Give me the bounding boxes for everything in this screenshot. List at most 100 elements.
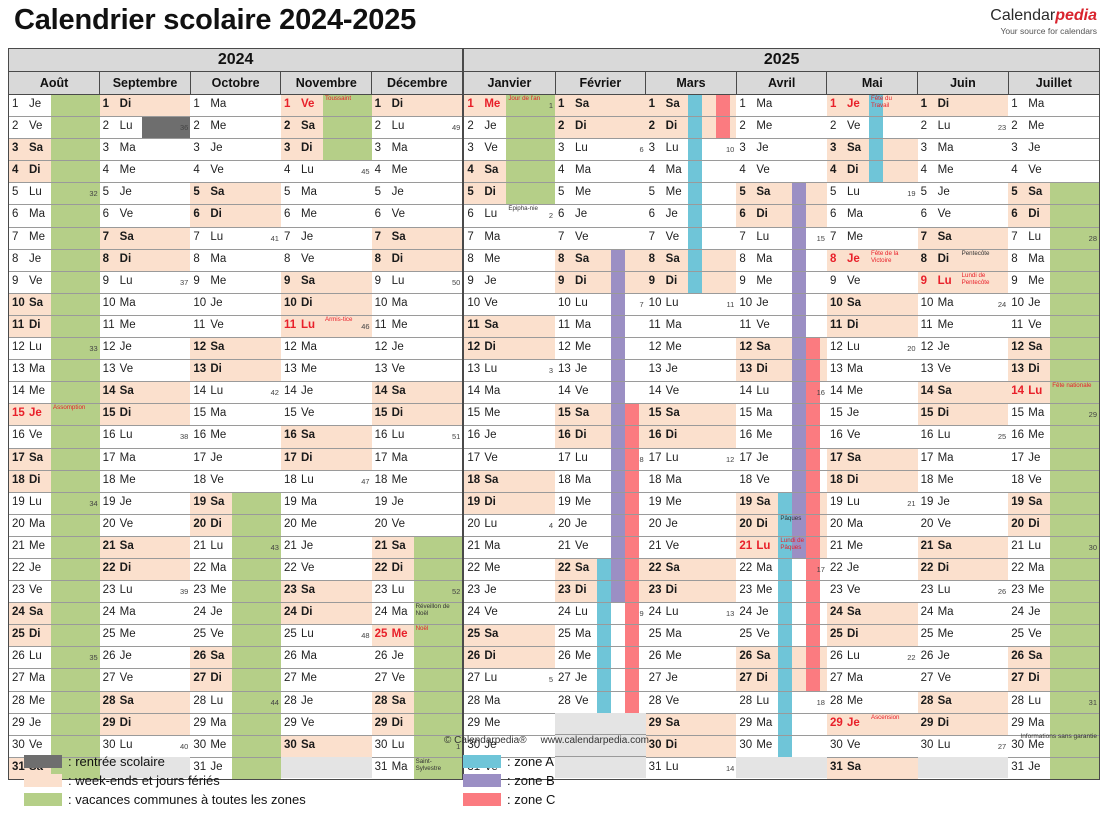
day-cell[interactable]: 24 Sa bbox=[9, 602, 100, 626]
day-cell[interactable]: 26 Me bbox=[555, 646, 646, 670]
day-cell[interactable]: 3 Lu 10 bbox=[645, 138, 737, 162]
day-cell[interactable]: 20 Lu 4 bbox=[464, 514, 556, 537]
day-cell[interactable]: 11 Lu Armis-tice 46 bbox=[280, 315, 372, 339]
day-cell[interactable]: 5 Lu 32 bbox=[9, 182, 100, 206]
day-cell[interactable]: 20 Ve bbox=[99, 514, 191, 537]
day-cell[interactable]: 9 Sa bbox=[280, 271, 372, 294]
day-cell[interactable]: 18 Di bbox=[9, 470, 100, 493]
day-cell[interactable]: 8 Di bbox=[371, 249, 463, 272]
day-cell[interactable]: 30 Lu 1 bbox=[371, 735, 463, 758]
day-cell[interactable]: 14 Ve bbox=[555, 381, 646, 405]
day-cell[interactable]: 13 Me bbox=[280, 359, 372, 383]
day-cell[interactable]: 22 Je bbox=[9, 558, 100, 582]
day-cell[interactable]: 29 Sa bbox=[645, 713, 737, 736]
day-cell[interactable]: 7 Me bbox=[826, 227, 918, 250]
day-cell[interactable]: 13 Di bbox=[1008, 359, 1099, 383]
day-cell[interactable]: 26 Lu 35 bbox=[9, 646, 100, 670]
day-cell[interactable]: 23 Di bbox=[645, 580, 737, 604]
day-cell[interactable]: 7 Me bbox=[9, 227, 100, 250]
day-cell[interactable]: 30 Je bbox=[464, 735, 556, 758]
day-cell[interactable]: 21 Ve bbox=[645, 536, 737, 559]
day-cell[interactable]: 12 Di bbox=[464, 337, 556, 361]
day-cell[interactable]: 10 Je bbox=[736, 293, 827, 316]
day-cell[interactable]: 2 Me bbox=[1008, 116, 1099, 140]
day-cell[interactable]: 17 Sa bbox=[9, 448, 100, 471]
day-cell[interactable]: 31 Je bbox=[1008, 757, 1099, 779]
day-cell[interactable]: 23 Lu 26 bbox=[917, 580, 1009, 604]
day-cell[interactable]: 26 Je bbox=[99, 646, 191, 670]
day-cell[interactable]: 5 Me bbox=[555, 182, 646, 206]
day-cell[interactable]: 2 Lu 36 bbox=[99, 116, 191, 140]
day-cell[interactable]: 3 Di bbox=[280, 138, 372, 162]
day-cell[interactable]: 30 Lu 27 bbox=[918, 735, 1009, 757]
day-cell[interactable]: 15 Je Assomption bbox=[9, 403, 100, 427]
day-cell[interactable]: 14 Sa bbox=[371, 381, 463, 405]
day-cell[interactable]: 12 Lu 20 bbox=[826, 337, 918, 361]
day-cell[interactable]: 5 Je bbox=[371, 182, 463, 206]
day-cell[interactable]: 8 Di bbox=[99, 249, 191, 272]
day-cell[interactable]: 24 Lu 13 bbox=[645, 602, 737, 626]
day-cell[interactable]: 20 Di Pâques bbox=[736, 514, 827, 537]
day-cell[interactable]: 25 Di bbox=[826, 624, 918, 648]
day-cell[interactable]: 17 Sa bbox=[826, 448, 918, 471]
day-cell[interactable]: 16 Di bbox=[555, 425, 646, 449]
day-cell[interactable]: 20 Di bbox=[1008, 514, 1099, 537]
day-cell[interactable]: 1 Di bbox=[917, 95, 1009, 118]
day-cell[interactable]: 9 Di bbox=[555, 271, 646, 294]
day-cell[interactable]: 23 Sa bbox=[280, 580, 372, 604]
day-cell[interactable]: 10 Je bbox=[190, 293, 281, 316]
day-cell[interactable]: 24 Ma Réveillon de Noël bbox=[371, 602, 463, 626]
day-cell[interactable]: 30 Lu 40 bbox=[100, 735, 191, 757]
day-cell[interactable]: 18 Lu 47 bbox=[280, 470, 372, 493]
day-cell[interactable]: 24 Di bbox=[280, 602, 372, 626]
day-cell[interactable]: 17 Je bbox=[1008, 448, 1099, 471]
day-cell[interactable]: 27 Ve bbox=[99, 668, 191, 692]
day-cell[interactable]: 4 Lu 45 bbox=[280, 160, 372, 184]
day-cell[interactable]: 6 Di bbox=[190, 204, 281, 228]
day-cell[interactable]: 21 Je bbox=[280, 536, 372, 559]
day-cell[interactable]: 26 Di bbox=[464, 646, 556, 670]
day-cell[interactable]: 13 Di bbox=[736, 359, 827, 383]
day-cell[interactable]: 29 Ma bbox=[190, 713, 281, 736]
day-cell[interactable]: 10 Ve bbox=[464, 293, 556, 316]
day-cell[interactable]: 28 Sa bbox=[371, 691, 463, 714]
day-cell[interactable]: 23 Me bbox=[1008, 580, 1099, 604]
day-cell[interactable]: 10 Ma bbox=[99, 293, 191, 316]
day-cell[interactable]: 13 Ma bbox=[9, 359, 100, 383]
day-cell[interactable]: 27 Ma bbox=[9, 668, 100, 692]
day-cell[interactable]: 13 Lu 3 bbox=[464, 359, 556, 383]
day-cell[interactable]: 29 Me bbox=[464, 713, 556, 736]
day-cell[interactable]: 22 Sa bbox=[645, 558, 737, 582]
day-cell[interactable]: 13 Ve bbox=[917, 359, 1009, 383]
day-cell[interactable]: 6 Ve bbox=[917, 204, 1009, 228]
day-cell[interactable]: 11 Sa bbox=[464, 315, 556, 339]
day-cell[interactable]: 29 Di bbox=[99, 713, 191, 736]
day-cell[interactable]: 31 Lu 14 bbox=[646, 757, 737, 779]
day-cell[interactable]: 7 Lu 41 bbox=[190, 227, 281, 250]
day-cell[interactable]: 10 Ma bbox=[371, 293, 463, 316]
day-cell[interactable]: 21 Ma bbox=[464, 536, 556, 559]
day-cell[interactable]: 27 Di bbox=[1008, 668, 1099, 692]
day-cell[interactable]: 26 Je bbox=[371, 646, 463, 670]
day-cell[interactable]: 1 Di bbox=[99, 95, 191, 118]
day-cell[interactable]: 30 Sa bbox=[280, 735, 372, 757]
day-cell[interactable]: 25 Me Noël bbox=[371, 624, 463, 648]
day-cell[interactable]: 5 Je bbox=[917, 182, 1009, 206]
day-cell[interactable]: 28 Lu 44 bbox=[190, 691, 281, 714]
day-cell[interactable]: 19 Sa bbox=[1008, 492, 1099, 515]
day-cell[interactable]: 27 Ve bbox=[371, 668, 463, 692]
day-cell[interactable]: 24 Sa bbox=[826, 602, 918, 626]
day-cell[interactable]: 26 Sa bbox=[1008, 646, 1099, 670]
day-cell[interactable]: 3 Je bbox=[736, 138, 827, 162]
day-cell[interactable]: 19 Sa bbox=[736, 492, 827, 515]
day-cell[interactable]: 7 Ve bbox=[645, 227, 737, 250]
day-cell[interactable]: 22 Me bbox=[464, 558, 556, 582]
day-cell[interactable]: 29 Di bbox=[917, 713, 1009, 736]
day-cell[interactable]: 11 Ve bbox=[1008, 315, 1099, 339]
day-cell[interactable]: 25 Me bbox=[99, 624, 191, 648]
day-cell[interactable]: 9 Me bbox=[190, 271, 281, 294]
day-cell[interactable]: 10 Sa bbox=[826, 293, 918, 316]
day-cell[interactable]: 30 Ve bbox=[9, 735, 100, 758]
day-cell[interactable]: 6 Lu Épipha-nie 2 bbox=[464, 204, 556, 228]
day-cell[interactable]: 24 Lu 9 bbox=[555, 602, 646, 626]
